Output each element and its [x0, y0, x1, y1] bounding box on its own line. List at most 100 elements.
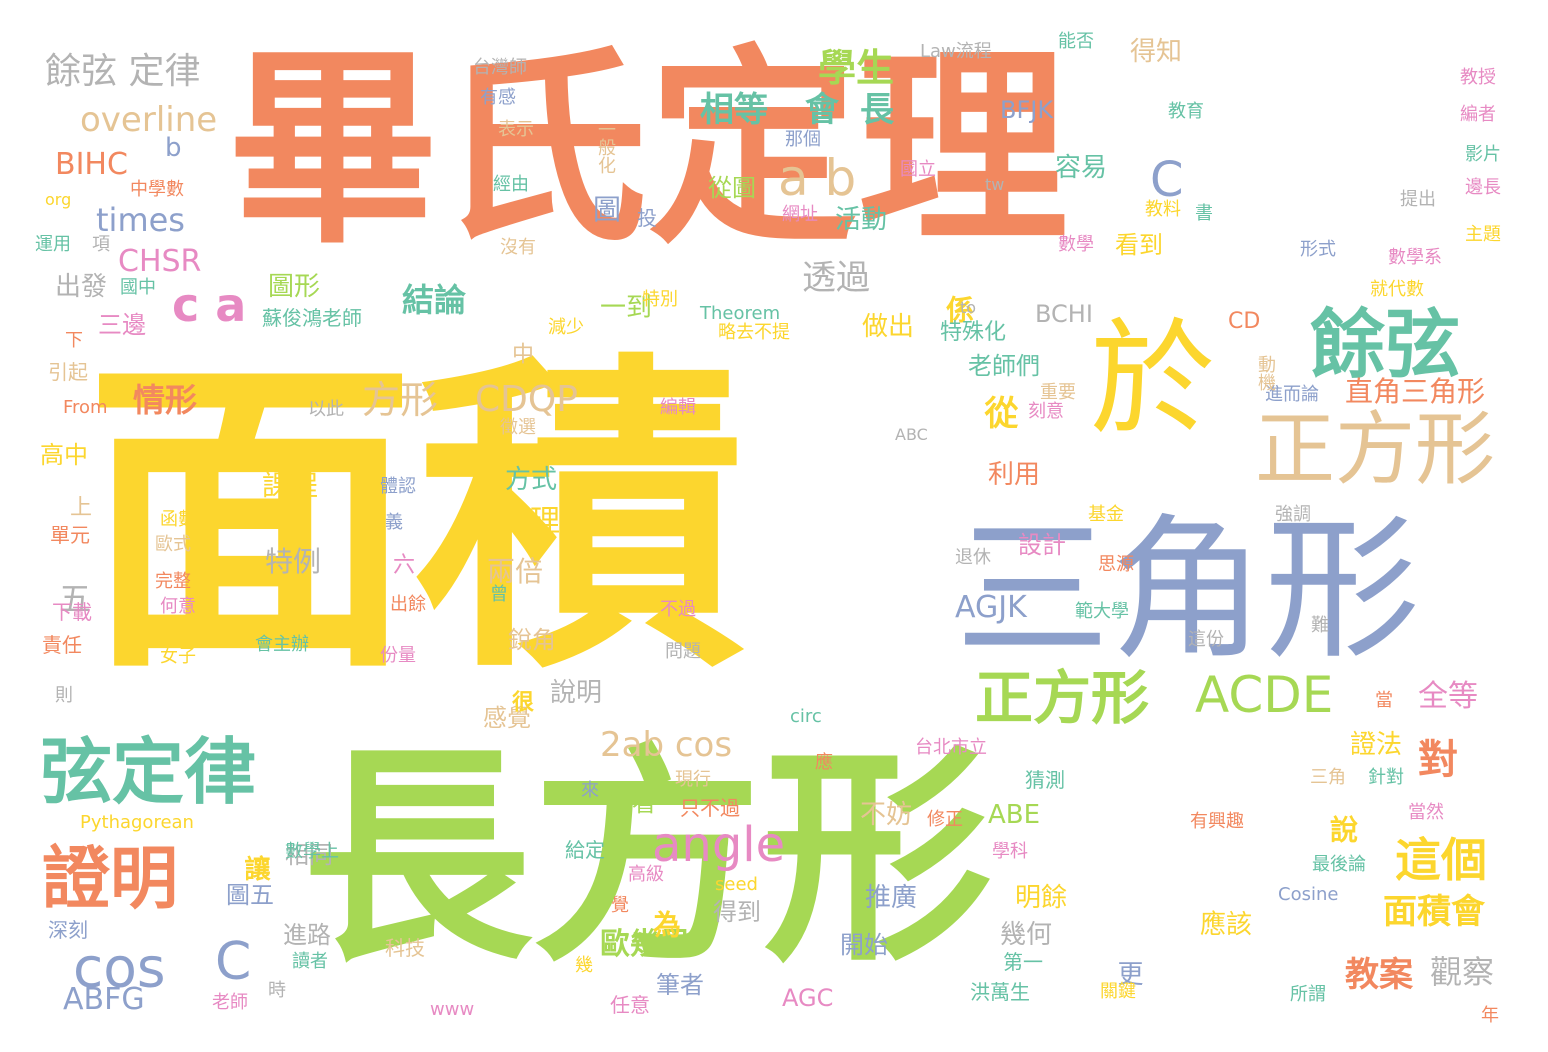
cloud-word-143: 強調	[1275, 504, 1311, 525]
cloud-word-81: 說	[1326, 815, 1359, 843]
cloud-word-56: 看到	[1115, 231, 1163, 259]
cloud-word-165: 經由	[493, 174, 529, 195]
cloud-word-112: 任意	[610, 993, 650, 1017]
cloud-word-cd-65: CD	[1228, 309, 1261, 334]
cloud-word-57: 圖形	[268, 272, 321, 302]
cloud-word-92: 五	[54, 582, 92, 614]
cloud-word-66: 老師們	[968, 352, 1040, 380]
cloud-word-151: 編輯	[660, 397, 696, 418]
cloud-word-182: 影片	[1465, 144, 1501, 165]
cloud-word-195: 義	[385, 512, 403, 533]
cloud-word-178: 書	[1192, 203, 1213, 221]
cloud-word-org-162: org	[45, 190, 72, 209]
cloud-word-chsr-27: CHSR	[118, 244, 202, 279]
cloud-word-146: 重要	[1040, 382, 1076, 403]
cloud-word-147: 進而論	[1265, 384, 1319, 405]
cloud-word-80: 證法	[1350, 730, 1403, 760]
cloud-word-114: 高級	[628, 864, 664, 885]
cloud-word-160: 運用	[35, 234, 71, 255]
cloud-word-161: 項	[92, 234, 110, 255]
cloud-word-101: 責任	[42, 633, 82, 657]
cloud-word-abfg-38: ABFG	[63, 982, 145, 1017]
cloud-word-202: 問題	[665, 641, 701, 662]
cloud-word-152: 以此	[308, 399, 344, 420]
cloud-word-overline-20: overline	[80, 100, 218, 140]
cloud-word-169: 一般化	[595, 120, 616, 174]
cloud-word-150: 徵選	[500, 417, 536, 438]
cloud-word-115: 覺	[608, 895, 629, 913]
cloud-word-142: 思源	[1098, 554, 1134, 575]
cloud-word-61: 做出	[862, 312, 915, 342]
cloud-word-42: 特例	[265, 545, 322, 578]
cloud-word-138: 這份	[1188, 629, 1224, 650]
cloud-word-119: 現行	[675, 769, 711, 790]
cloud-word-158: 蘇俊鴻老師	[262, 306, 362, 330]
cloud-word-170: 那個	[785, 129, 821, 150]
cloud-word-127: 學科	[992, 841, 1028, 862]
cloud-word-cdqp-31: CDQP	[475, 379, 578, 420]
cloud-word-139: 範大學	[1075, 601, 1129, 622]
cloud-word-6: 餘弦	[1310, 300, 1461, 389]
cloud-word-94: 上	[66, 495, 91, 517]
cloud-word-172: 能否	[1058, 31, 1094, 52]
cloud-word-22: 相等	[700, 90, 768, 130]
cloud-word-156: 減少	[548, 317, 584, 338]
cloud-word-agc-91: AGC	[782, 984, 834, 1012]
cloud-word-53: 容易	[1055, 153, 1108, 183]
cloud-word-83: 筆者	[656, 971, 704, 999]
cloud-word-176: 教育	[1168, 101, 1204, 122]
cloud-word-191: 完整	[155, 571, 191, 592]
cloud-word-60: 出發	[55, 272, 108, 302]
cloud-word-44: 方式	[505, 465, 558, 495]
cloud-word-117: 來	[578, 780, 599, 798]
cloud-word-cos-12: cos	[73, 935, 166, 1000]
cloud-word-159: 國中	[120, 277, 156, 298]
cloud-word-acde-10: ACDE	[1195, 666, 1334, 724]
cloud-word-183: 邊長	[1465, 177, 1501, 198]
cloud-word-123: 修正	[927, 809, 963, 830]
cloud-word-78: 幾何	[1000, 920, 1053, 950]
cloud-word-186: 形式	[1300, 239, 1336, 260]
cloud-word-129: 有興趣	[1190, 811, 1244, 832]
cloud-word-106: 時	[265, 980, 286, 998]
cloud-word-49: 圖	[593, 193, 622, 226]
cloud-word-29: 透過	[802, 258, 870, 298]
cloud-word-75: 推廣	[865, 883, 918, 913]
cloud-word-141: 退休	[955, 547, 991, 568]
cloud-word-48: 全等	[1418, 679, 1478, 714]
cloud-word-87: 相同	[285, 841, 333, 869]
cloud-word-179: 數學	[1058, 234, 1094, 255]
cloud-word-47: 直角三角形	[1345, 375, 1486, 408]
cloud-word-163: 中學數	[130, 179, 184, 200]
cloud-word-34: 面積會	[1383, 892, 1485, 932]
cloud-word-189: 函數	[160, 509, 196, 530]
cloud-word-bchi-64: BCHI	[1035, 300, 1093, 328]
cloud-word-70: 感覺	[483, 704, 531, 732]
cloud-word-39: 情形	[133, 381, 198, 419]
cloud-word-93: 高中	[40, 441, 88, 469]
cloud-word-77: 明餘	[1015, 883, 1068, 913]
cloud-word-97: 引起	[48, 360, 88, 384]
cloud-word-193: 女子	[160, 646, 196, 667]
cloud-word-b-28: b	[165, 133, 182, 163]
cloud-word-cosine-132: Cosine	[1278, 884, 1339, 905]
cloud-word-198: 份量	[380, 645, 416, 666]
cloud-word-197: 出餘	[390, 594, 426, 615]
cloud-word-24: 長	[860, 90, 894, 130]
cloud-word-2ab-cos-33: 2ab cos	[600, 725, 733, 765]
cloud-word-to-157: to	[960, 298, 977, 317]
cloud-word-1: 面積	[85, 328, 745, 712]
cloud-word-times-25: times	[96, 201, 185, 239]
cloud-word-136: 當然	[1408, 802, 1444, 823]
cloud-word-tw-175: tw	[985, 175, 1005, 194]
cloud-word-108: 讀者	[292, 951, 328, 972]
cloud-word-110: 幾	[572, 955, 593, 973]
cloud-word-19: 餘弦 定律	[45, 51, 201, 92]
cloud-word-circ-121: circ	[790, 706, 822, 727]
cloud-word-89: 進路	[283, 921, 331, 949]
cloud-word-bfjk-54: BFJK	[1000, 96, 1054, 124]
cloud-word-abe-74: ABE	[988, 800, 1041, 830]
cloud-word-0: 畢氏定理	[228, 27, 1069, 272]
cloud-word-135: 針對	[1368, 767, 1404, 788]
cloud-word-43: 同理	[500, 504, 560, 539]
